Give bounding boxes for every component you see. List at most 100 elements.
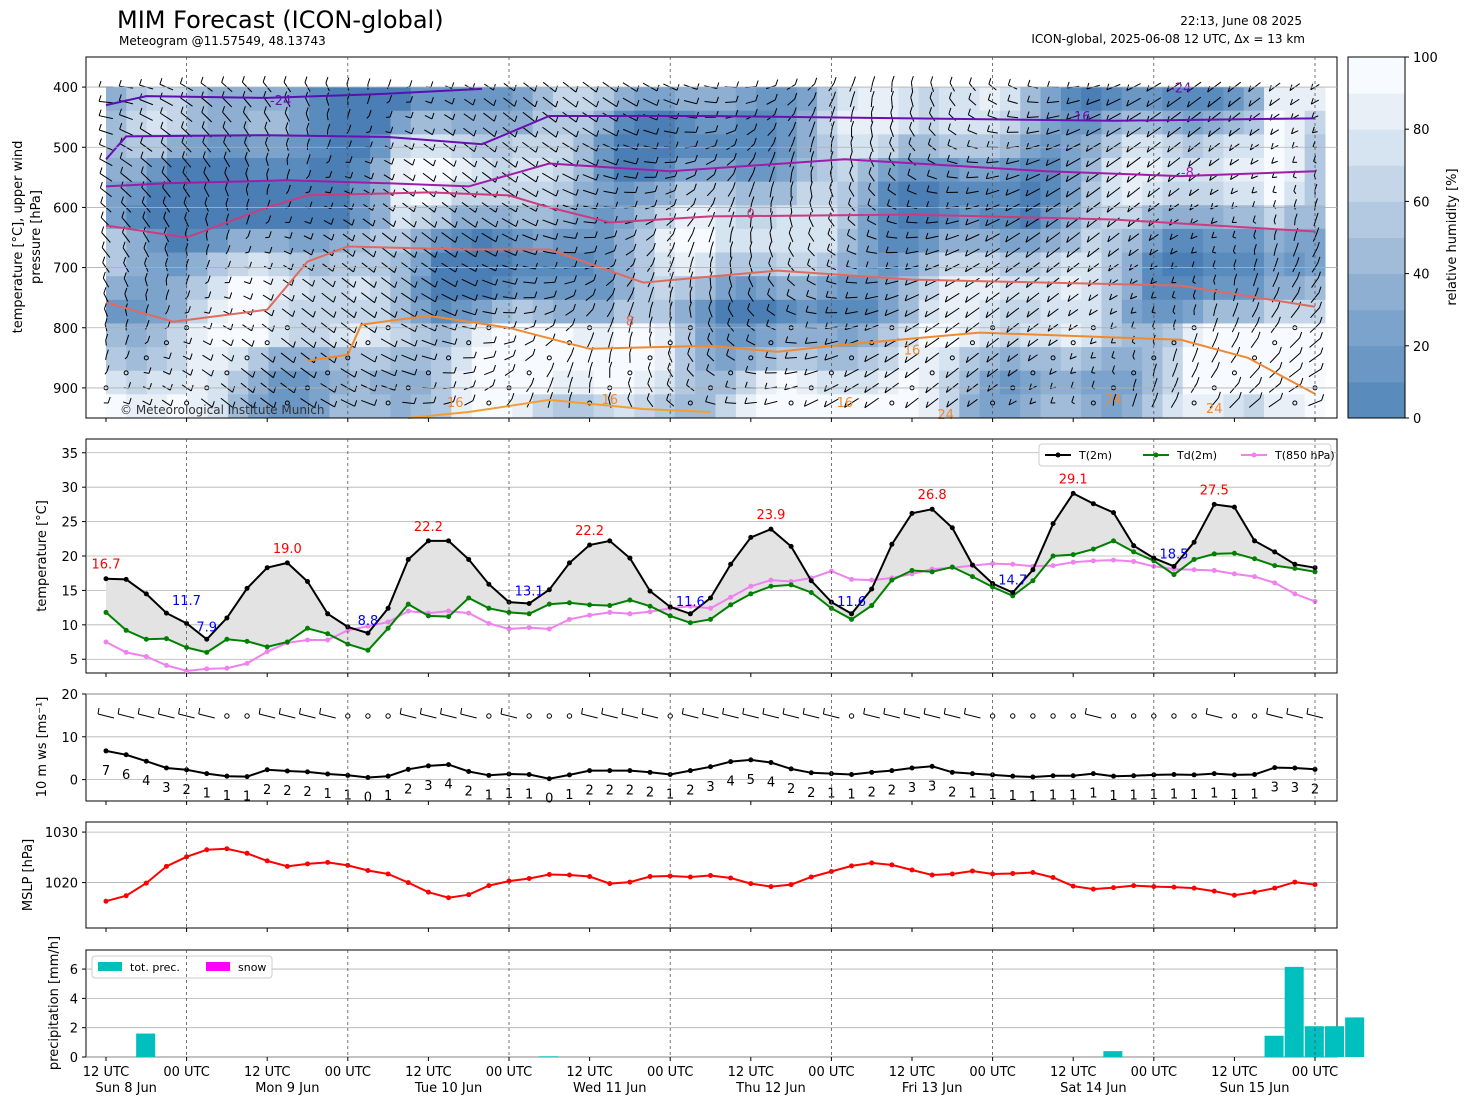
wind-barb — [360, 368, 376, 378]
humidity-cell — [1203, 394, 1224, 419]
wind-barb — [259, 713, 276, 719]
wind-barb-flag — [1214, 303, 1218, 310]
wind-barb-flag — [966, 371, 970, 378]
humidity-cell — [1121, 276, 1143, 301]
wind-barb — [582, 127, 597, 137]
wind-barb — [286, 175, 289, 180]
wind-barb-flag — [904, 294, 908, 301]
wind-barb-flag — [165, 273, 169, 280]
wind-barb — [1250, 337, 1259, 348]
wind-barb-flag — [140, 166, 144, 173]
wind-barb-flag — [494, 307, 498, 315]
wind-barb-flag — [500, 707, 503, 715]
wind-barb-flag — [793, 121, 797, 129]
humidity-cell — [735, 87, 757, 112]
wind-barb-flag — [656, 128, 660, 135]
wind-barb-flag — [768, 241, 772, 249]
wind-barb-flag — [198, 707, 201, 715]
wind-barb-flag — [141, 196, 145, 203]
wind-barb-flag — [264, 121, 268, 128]
wind-barb-flag — [1321, 394, 1325, 401]
humidity-cell — [106, 347, 127, 372]
wind-speed-point — [244, 774, 250, 780]
wind-barb-flag — [1232, 230, 1236, 237]
wind-barb-flag — [673, 198, 677, 206]
wind-barb — [340, 399, 355, 407]
t850-point — [788, 578, 794, 584]
wind-barb — [924, 293, 940, 302]
wind-barb — [785, 341, 797, 344]
wind-barb-flag — [733, 167, 737, 174]
wind-barb-flag — [181, 121, 184, 128]
wind-barb-flag — [707, 332, 711, 340]
t2m-point — [1171, 563, 1177, 569]
humidity-cell — [695, 370, 716, 395]
mslp-point — [425, 889, 431, 895]
wind-barb-flag — [1025, 220, 1029, 228]
wind-barb — [905, 397, 919, 409]
wind-barb-flag — [123, 272, 127, 279]
wind-barb — [205, 218, 209, 227]
wind-barb-flag — [924, 295, 928, 302]
wind-speed-point — [587, 768, 593, 774]
wind-barb-flag — [687, 332, 691, 339]
wind-barb-flag — [99, 181, 103, 189]
td2m-point — [949, 564, 955, 570]
t850-point — [1090, 558, 1096, 564]
wind-barb-flag — [749, 241, 753, 248]
wind-barb — [965, 277, 980, 288]
wind-barb — [603, 190, 617, 195]
wind-barb-flag — [454, 221, 458, 228]
wind-barb-flag — [452, 113, 456, 120]
wind-barb-flag — [968, 77, 972, 84]
wind-barb — [1128, 248, 1139, 257]
wind-barb-flag — [369, 125, 373, 132]
wind-barb-flag — [865, 261, 869, 268]
wind-barb-flag — [118, 79, 122, 87]
humidity-cell — [715, 205, 737, 230]
humidity-cell — [329, 157, 351, 183]
t2m-point — [788, 543, 794, 549]
mslp-point — [1252, 889, 1258, 895]
wind-barb — [303, 249, 312, 256]
wind-barb — [1209, 397, 1219, 409]
t850-point — [748, 583, 754, 589]
humidity-cell — [390, 205, 412, 230]
humidity-cell — [431, 228, 452, 254]
humidity-cell — [837, 181, 859, 206]
wind-barb — [830, 127, 833, 138]
wind-barb-flag — [575, 189, 579, 196]
wind-barb — [1005, 188, 1020, 196]
humidity-cell — [451, 157, 473, 183]
wind-barb — [483, 112, 495, 122]
wind-barb-flag — [1253, 229, 1257, 237]
wind-barb — [522, 111, 536, 123]
humidity-cell — [248, 347, 270, 372]
isotherm-line — [307, 314, 1316, 395]
wind-barb-flag — [824, 385, 827, 392]
wind-barb-flag — [312, 295, 316, 302]
humidity-cell — [837, 110, 859, 135]
wind-barb-flag — [290, 263, 294, 270]
calm-marker — [526, 713, 532, 719]
wind-barb — [1311, 99, 1319, 105]
humidity-cell — [248, 228, 270, 254]
wind-barb-flag — [394, 340, 398, 347]
humidity-cell — [370, 276, 391, 301]
wind-barb-flag — [307, 154, 311, 161]
wind-barb-flag — [948, 92, 952, 99]
wind-barb — [827, 249, 836, 256]
wind-barb-flag — [690, 271, 694, 278]
wind-barb — [562, 220, 576, 225]
wind-barb — [585, 279, 595, 286]
wind-barb — [542, 96, 557, 108]
wind-barb — [380, 353, 396, 362]
wind-barb — [948, 129, 957, 136]
wind-barb — [341, 277, 355, 288]
wind-barb-flag — [308, 169, 312, 177]
wind-barb — [785, 356, 797, 359]
wind-speed-label: 1 — [1029, 790, 1037, 805]
wind-barb — [384, 159, 393, 165]
t850-point — [244, 660, 250, 666]
wind-barb — [622, 128, 637, 136]
